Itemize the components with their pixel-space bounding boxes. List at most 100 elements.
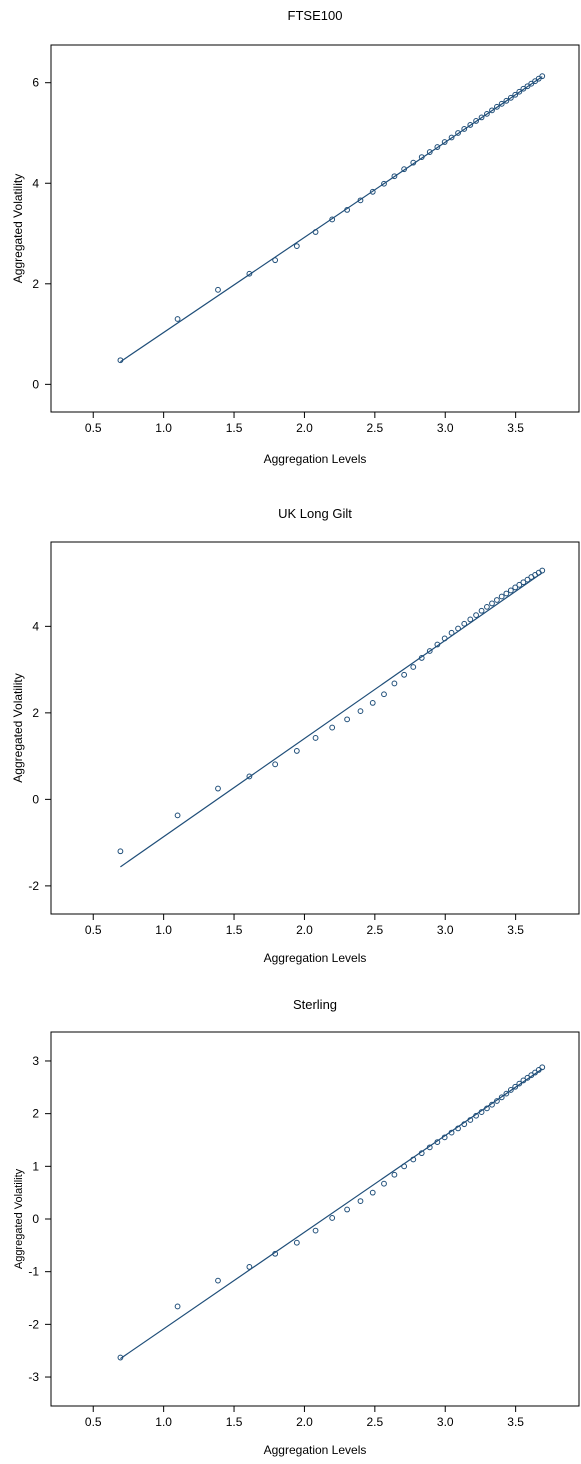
data-point (246, 773, 253, 780)
data-point (312, 229, 319, 235)
x-tick-label: 2.0 (296, 923, 313, 937)
data-point (441, 1134, 448, 1141)
data-point (507, 587, 514, 594)
data-point (391, 680, 398, 687)
data-point (272, 257, 279, 264)
data-point (369, 700, 376, 706)
fit-line (120, 76, 543, 363)
data-point (498, 593, 505, 600)
data-point (418, 1150, 425, 1157)
data-point (344, 206, 351, 213)
y-tick-label: 4 (32, 619, 39, 633)
data-point (117, 357, 124, 364)
data-point (381, 180, 387, 187)
data-point (512, 584, 519, 591)
plot-frame (50, 541, 580, 915)
data-point (539, 1064, 546, 1071)
data-point (467, 616, 474, 623)
y-tick-label: -2 (28, 879, 39, 893)
data-point (524, 1074, 531, 1081)
data-point (344, 716, 351, 723)
chart-title: FTSE100 (288, 8, 343, 23)
data-point (272, 1250, 279, 1257)
data-point (410, 1156, 417, 1163)
data-point (484, 603, 490, 610)
data-point (494, 1098, 500, 1104)
data-point (455, 1125, 461, 1132)
chart-title: Sterling (293, 997, 337, 1012)
data-point (498, 100, 505, 107)
data-point (344, 1206, 351, 1213)
data-point (455, 625, 461, 632)
chart-title: UK Long Gilt (278, 506, 352, 521)
data-point (503, 1090, 510, 1097)
y-tick-label: 0 (32, 1212, 39, 1226)
data-point (532, 1069, 538, 1076)
data-point (478, 607, 485, 614)
data-point (507, 94, 514, 101)
data-point (312, 735, 319, 741)
data-point (434, 144, 441, 150)
data-point (473, 1112, 479, 1119)
data-point (272, 761, 279, 768)
x-tick-label: 2.0 (296, 421, 313, 435)
data-point (478, 114, 485, 121)
data-point (426, 1144, 433, 1151)
data-point (401, 1163, 408, 1170)
data-point (455, 130, 461, 136)
x-axis-label: Aggregation Levels (264, 951, 367, 965)
data-point (484, 110, 490, 117)
y-tick-label: 2 (32, 1107, 39, 1121)
data-point (520, 579, 527, 586)
x-tick-label: 3.0 (437, 421, 454, 435)
data-point (174, 812, 181, 819)
data-point (426, 149, 433, 155)
data-point (507, 1087, 514, 1093)
x-tick-label: 1.5 (226, 923, 243, 937)
fit-line (120, 572, 543, 868)
data-point (410, 664, 417, 670)
data-point (467, 122, 474, 128)
y-axis-label: Aggregated Volatility (11, 174, 25, 283)
data-point (494, 103, 500, 110)
data-point (539, 73, 546, 80)
data-point (293, 243, 300, 249)
data-point (381, 691, 387, 698)
data-point (418, 655, 425, 661)
x-tick-label: 2.0 (296, 1415, 313, 1429)
data-point (461, 620, 468, 627)
x-tick-label: 0.5 (85, 923, 102, 937)
data-point (426, 648, 433, 654)
plot-frame (50, 44, 580, 413)
data-point (357, 708, 364, 715)
data-point (539, 567, 546, 574)
data-point (391, 1171, 398, 1178)
fit-line (120, 1068, 543, 1360)
x-tick-label: 3.5 (507, 1415, 524, 1429)
x-tick-label: 3.0 (437, 1415, 454, 1429)
data-point (498, 1094, 505, 1101)
data-point (503, 590, 510, 597)
data-point (461, 126, 468, 132)
data-point (117, 848, 124, 855)
x-tick-label: 0.5 (85, 1415, 102, 1429)
y-tick-label: 2 (32, 706, 39, 720)
data-point (516, 1080, 523, 1087)
data-point (329, 216, 336, 223)
x-tick-label: 3.5 (507, 421, 524, 435)
x-tick-label: 0.5 (85, 421, 102, 435)
data-point (174, 316, 181, 322)
data-point (117, 1354, 124, 1361)
data-point (410, 159, 417, 166)
y-tick-label: 4 (32, 176, 39, 190)
y-tick-label: -2 (28, 1317, 39, 1331)
chart-uk-long-gilt: UK Long Gilt 0.5 1.0 1.5 2.0 2.5 3.0 3.5 -2 0 2 4 Ag… (11, 506, 580, 965)
x-tick-label: 2.5 (366, 1415, 383, 1429)
data-point (391, 173, 398, 180)
data-point (246, 270, 253, 277)
chart-ftse100: FTSE100 0.5 1.0 1.5 2.0 2.5 3.0 3.5 0 2 4 6 Aggregat… (11, 8, 580, 466)
data-point (329, 724, 336, 731)
data-point (467, 1117, 474, 1123)
chart-sterling: Sterling 0.5 1.0 1.5 2.0 2.5 3.0 3.5 -3 -2 -1 0 1 2 3 A… (13, 997, 580, 1457)
x-axis-label: Aggregation Levels (264, 452, 367, 466)
